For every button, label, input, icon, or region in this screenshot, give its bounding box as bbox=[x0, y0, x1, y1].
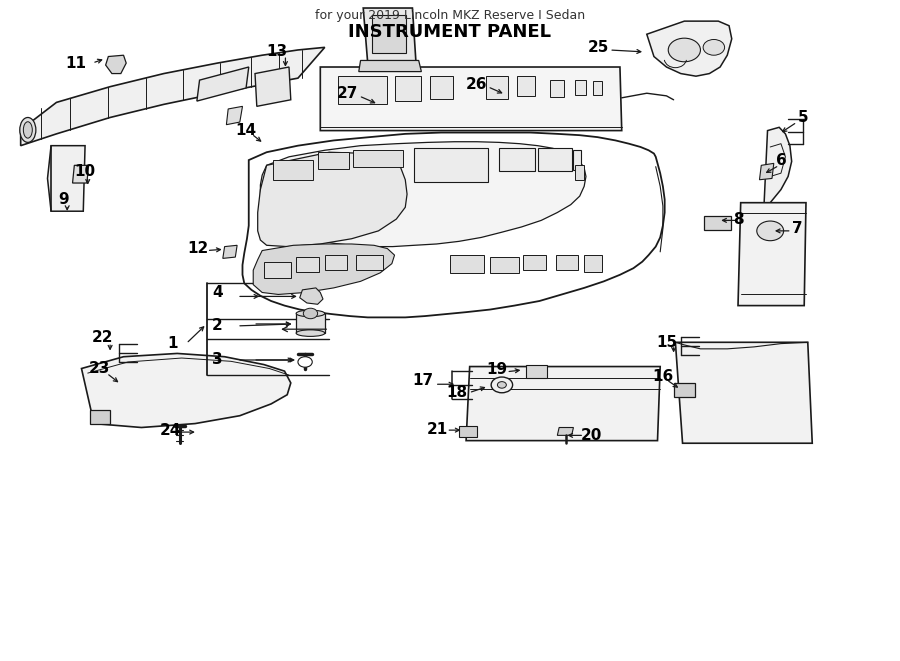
Bar bbox=[526, 365, 547, 377]
Bar bbox=[518, 76, 535, 96]
Text: 22: 22 bbox=[92, 330, 113, 344]
Text: 17: 17 bbox=[412, 373, 434, 389]
Bar bbox=[491, 257, 519, 274]
Bar bbox=[338, 76, 387, 104]
Polygon shape bbox=[359, 60, 421, 71]
Bar bbox=[584, 255, 602, 272]
Bar bbox=[459, 426, 477, 438]
Bar bbox=[430, 76, 453, 99]
Polygon shape bbox=[738, 203, 806, 305]
Polygon shape bbox=[364, 8, 416, 63]
Text: 20: 20 bbox=[580, 428, 602, 443]
Text: 4: 4 bbox=[212, 285, 223, 300]
Bar bbox=[273, 160, 313, 180]
Polygon shape bbox=[105, 56, 126, 73]
Polygon shape bbox=[197, 67, 248, 101]
Polygon shape bbox=[255, 67, 291, 106]
Bar bbox=[486, 76, 508, 99]
Bar bbox=[90, 410, 110, 424]
Text: 24: 24 bbox=[160, 422, 182, 438]
Polygon shape bbox=[300, 288, 323, 304]
Text: 5: 5 bbox=[798, 110, 808, 125]
Text: 27: 27 bbox=[337, 86, 358, 100]
Bar bbox=[537, 148, 572, 171]
Ellipse shape bbox=[296, 310, 325, 317]
Polygon shape bbox=[760, 163, 774, 180]
Text: 2: 2 bbox=[212, 319, 223, 333]
Circle shape bbox=[491, 377, 513, 393]
Text: 25: 25 bbox=[588, 40, 609, 55]
Circle shape bbox=[668, 38, 700, 61]
Bar bbox=[394, 76, 421, 101]
Polygon shape bbox=[257, 152, 407, 247]
Text: 1: 1 bbox=[167, 336, 178, 351]
Bar bbox=[575, 80, 586, 95]
Polygon shape bbox=[260, 141, 586, 247]
Polygon shape bbox=[557, 428, 573, 436]
Bar bbox=[296, 257, 319, 272]
Polygon shape bbox=[73, 165, 88, 183]
Text: 21: 21 bbox=[427, 422, 448, 437]
Text: 26: 26 bbox=[466, 77, 488, 92]
Text: 6: 6 bbox=[776, 153, 787, 168]
Ellipse shape bbox=[296, 330, 325, 336]
Text: 10: 10 bbox=[75, 165, 95, 179]
Polygon shape bbox=[253, 244, 394, 294]
Circle shape bbox=[303, 308, 318, 319]
Text: 3: 3 bbox=[212, 352, 223, 368]
Text: 18: 18 bbox=[446, 385, 468, 400]
Text: INSTRUMENT PANEL: INSTRUMENT PANEL bbox=[348, 23, 552, 41]
Bar bbox=[550, 80, 563, 97]
Circle shape bbox=[757, 221, 784, 241]
Bar bbox=[593, 81, 602, 95]
Bar bbox=[555, 255, 578, 270]
Text: 15: 15 bbox=[656, 335, 677, 350]
Circle shape bbox=[298, 357, 312, 368]
Bar bbox=[325, 255, 347, 270]
Bar bbox=[354, 150, 402, 167]
Text: 12: 12 bbox=[187, 241, 209, 256]
Polygon shape bbox=[466, 367, 661, 441]
Bar bbox=[704, 215, 731, 230]
Bar bbox=[450, 255, 484, 274]
Bar bbox=[500, 148, 535, 171]
Bar bbox=[356, 255, 382, 270]
Bar bbox=[523, 255, 545, 270]
Text: 11: 11 bbox=[66, 56, 86, 71]
Text: for your 2019 Lincoln MKZ Reserve I Sedan: for your 2019 Lincoln MKZ Reserve I Seda… bbox=[315, 9, 585, 22]
Polygon shape bbox=[242, 133, 665, 317]
Polygon shape bbox=[647, 21, 732, 76]
Bar bbox=[318, 152, 349, 169]
Bar bbox=[373, 15, 406, 53]
Text: 16: 16 bbox=[652, 369, 673, 384]
Ellipse shape bbox=[23, 122, 32, 138]
Bar bbox=[264, 262, 291, 278]
Bar bbox=[414, 148, 488, 182]
Bar bbox=[296, 313, 325, 333]
Bar bbox=[573, 150, 580, 170]
Bar bbox=[673, 383, 695, 397]
Polygon shape bbox=[754, 128, 792, 264]
Circle shape bbox=[703, 40, 724, 56]
Bar bbox=[575, 165, 584, 180]
Polygon shape bbox=[227, 106, 242, 125]
Text: 14: 14 bbox=[236, 123, 256, 138]
Polygon shape bbox=[320, 67, 622, 131]
Ellipse shape bbox=[20, 118, 36, 142]
Text: 13: 13 bbox=[266, 44, 287, 59]
Polygon shape bbox=[82, 354, 291, 428]
Text: 9: 9 bbox=[58, 192, 69, 207]
Text: 7: 7 bbox=[792, 221, 803, 237]
Polygon shape bbox=[21, 48, 325, 145]
Polygon shape bbox=[675, 342, 812, 444]
Text: 8: 8 bbox=[733, 212, 743, 227]
Circle shape bbox=[498, 381, 507, 388]
Text: 23: 23 bbox=[89, 361, 110, 376]
Polygon shape bbox=[48, 145, 86, 212]
Polygon shape bbox=[223, 245, 237, 258]
Text: 19: 19 bbox=[486, 362, 507, 377]
